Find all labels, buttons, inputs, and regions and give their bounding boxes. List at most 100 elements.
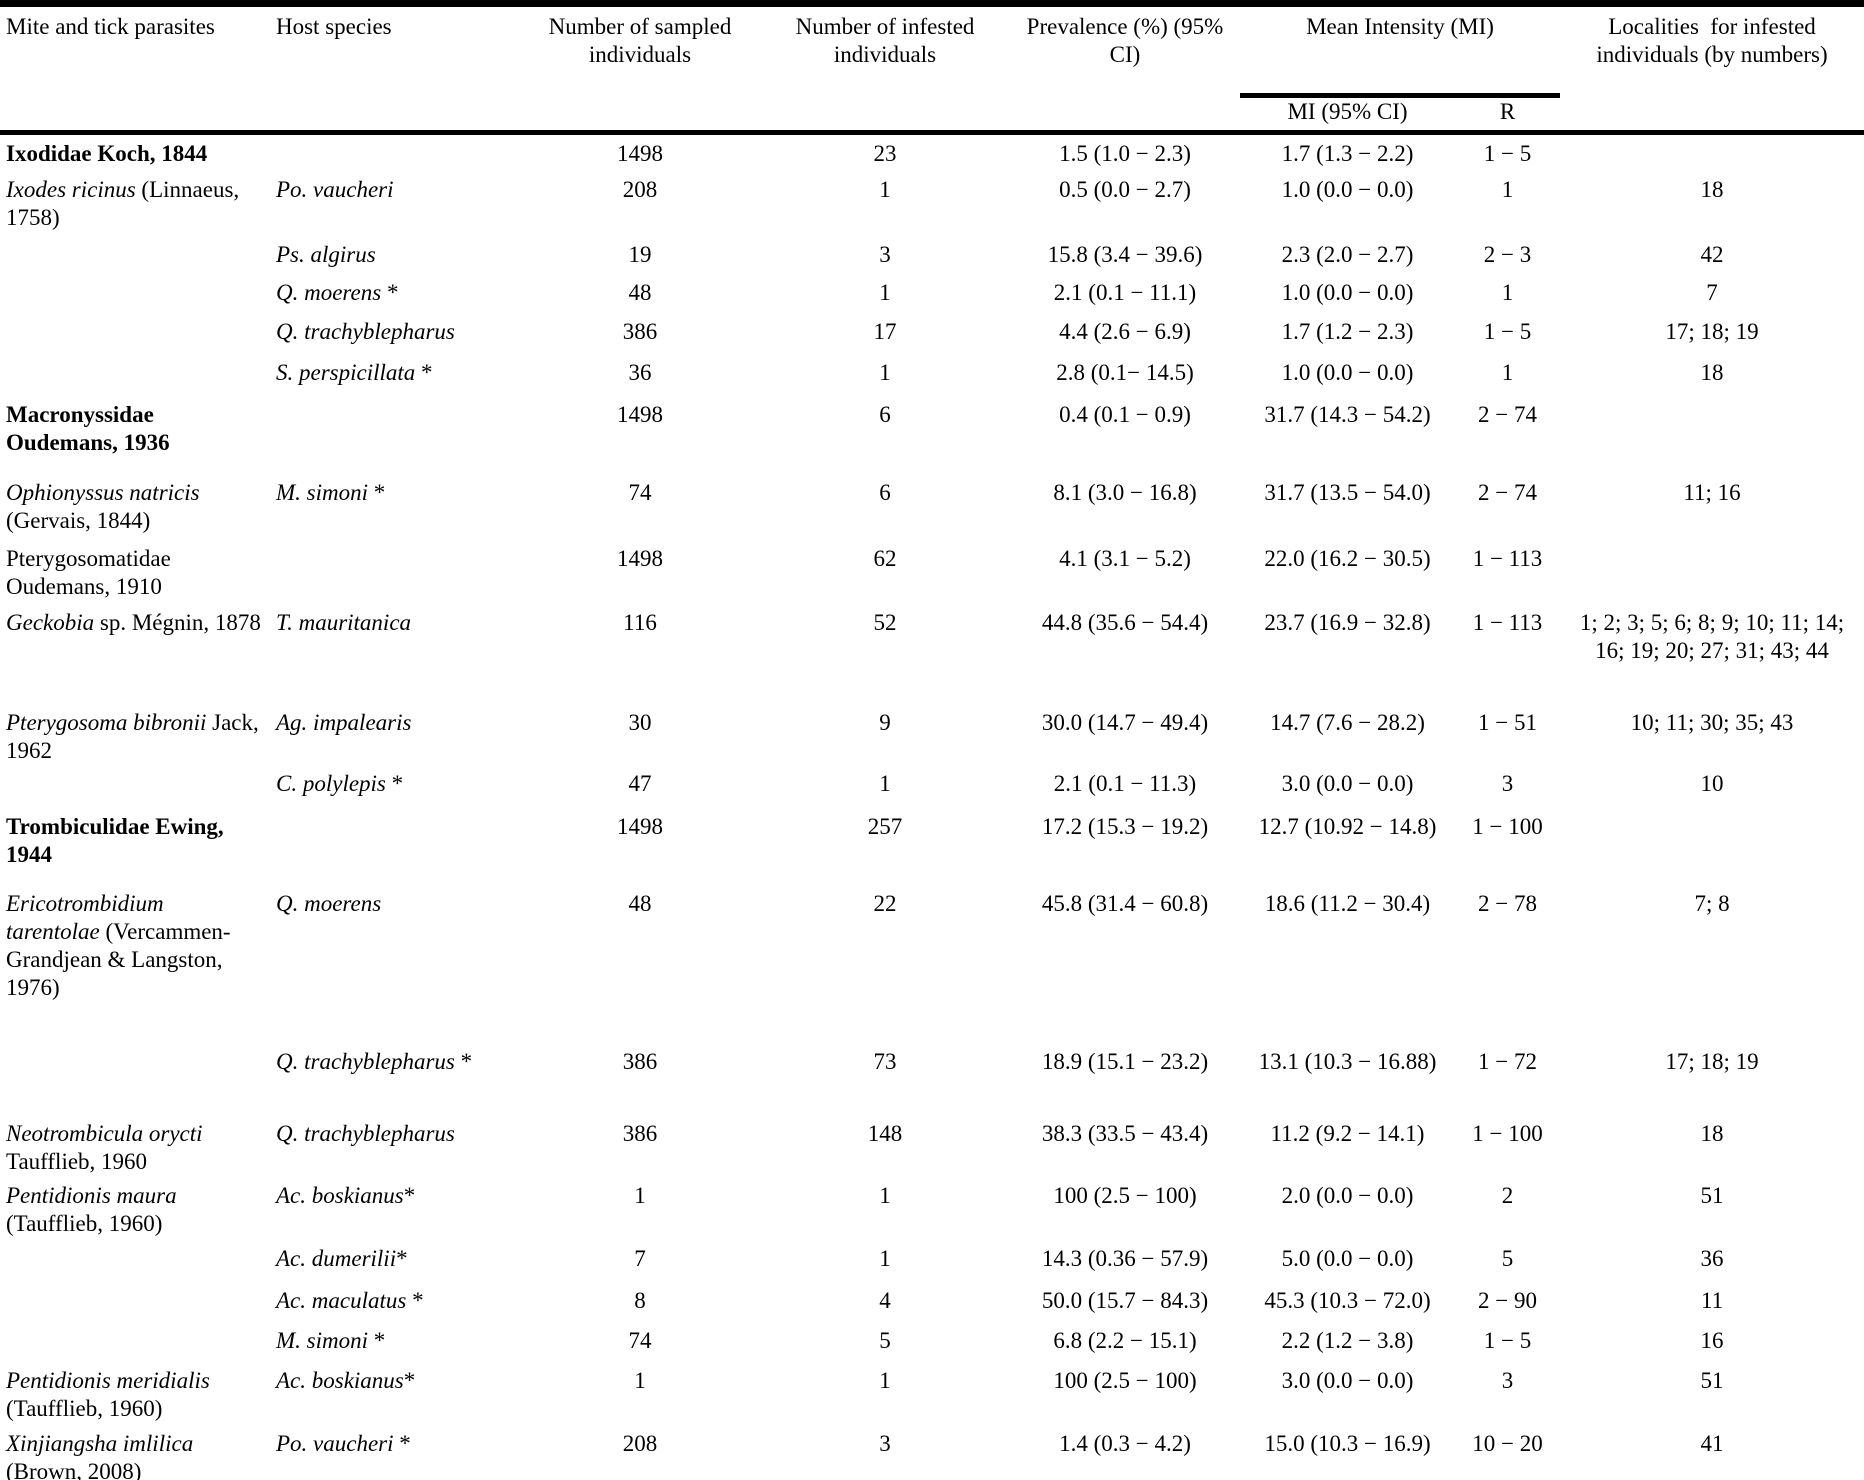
parasite-cell: Trombiculidae Ewing, 1944 [6, 813, 224, 867]
mi-cell: 11.2 (9.2 − 14.1) [1270, 1120, 1425, 1146]
host-cell [272, 808, 520, 885]
range-cell: 2 − 3 [1483, 241, 1532, 267]
prevalence-cell: 2.8 (0.1− 14.5) [1056, 359, 1194, 385]
table-row: Ixodes ricinus (Linnaeus, 1758) Po. vauch… [0, 171, 1864, 236]
infested-cell: 17 [873, 318, 897, 344]
mi-cell: 13.1 (10.3 − 16.88) [1258, 1048, 1437, 1074]
table-row: C. polylepis * 47 1 2.1 (0.1 − 11.3) 3.0 (0.… [0, 765, 1864, 808]
localities-cell: 10; 11; 30; 35; 43 [1630, 709, 1794, 735]
host-cell: Po. vaucheri [276, 176, 394, 202]
parasite-cell: Ophionyssus natricis (Gervais, 1844) [6, 479, 200, 533]
range-cell: 1 [1501, 176, 1514, 202]
infested-cell: 6 [879, 401, 891, 427]
localities-cell: 7; 8 [1694, 890, 1730, 916]
host-cell [272, 540, 520, 604]
subheader-row: MI (95% CI) R [0, 95, 1864, 135]
sampled-cell: 208 [622, 176, 658, 202]
table-row: Neotrombicula orycti Taufflieb, 1960 Q. t… [0, 1115, 1864, 1177]
range-cell: 2 − 74 [1478, 401, 1537, 427]
sampled-cell: 47 [628, 770, 652, 796]
infested-cell: 1 [879, 279, 891, 305]
sampled-cell: 1 [634, 1367, 646, 1393]
sampled-cell: 1498 [617, 141, 663, 166]
mi-cell: 2.0 (0.0 − 0.0) [1281, 1182, 1414, 1208]
range-cell: 3 [1501, 770, 1514, 796]
localities-cell: 36 [1700, 1245, 1724, 1271]
subheader-mi-ci: MI (95% CI) [1240, 95, 1455, 135]
infested-cell: 6 [879, 479, 891, 505]
localities-cell: 10 [1700, 770, 1724, 796]
prevalence-cell: 44.8 (35.6 − 54.4) [1041, 609, 1209, 635]
localities-cell: 18 [1700, 359, 1724, 385]
localities-cell [1560, 396, 1864, 474]
mi-cell: 1.0 (0.0 − 0.0) [1281, 279, 1414, 305]
host-cell: Q. trachyblepharus [276, 318, 455, 344]
mi-cell: 12.7 (10.92 − 14.8) [1258, 813, 1437, 839]
prevalence-cell: 50.0 (15.7 − 84.3) [1041, 1287, 1209, 1313]
sampled-cell: 74 [628, 479, 652, 505]
range-cell: 10 − 20 [1472, 1430, 1543, 1456]
range-cell: 1 − 100 [1472, 1120, 1543, 1146]
range-cell: 1 − 113 [1472, 609, 1543, 635]
sampled-cell: 1 [634, 1182, 646, 1208]
parasite-cell [0, 354, 272, 396]
prevalence-cell: 45.8 (31.4 − 60.8) [1041, 890, 1209, 916]
range-cell: 2 [1501, 1182, 1514, 1208]
parasite-cell: Xinjiangsha imlilica (Brown, 2008) [6, 1430, 194, 1480]
mi-cell: 1.7 (1.3 − 2.2) [1281, 141, 1414, 166]
sampled-cell: 1498 [617, 401, 663, 427]
parasite-cell: Geckobia sp. Mégnin, 1878 [6, 609, 261, 635]
mi-cell: 3.0 (0.0 − 0.0) [1281, 770, 1414, 796]
mi-cell: 2.3 (2.0 − 2.7) [1281, 241, 1414, 267]
header-host-species: Host species [272, 3, 520, 135]
localities-cell: 51 [1700, 1367, 1724, 1393]
prevalence-cell: 6.8 (2.2 − 15.1) [1053, 1327, 1197, 1353]
table-row: Pentidionis meridialis (Taufflieb, 1960)… [0, 1362, 1864, 1425]
sampled-cell: 8 [634, 1287, 646, 1313]
infested-cell: 1 [879, 1245, 891, 1271]
table-header: Mite and tick parasites Host species Num… [0, 3, 1864, 135]
mi-cell: 15.0 (10.3 − 16.9) [1264, 1430, 1431, 1456]
range-cell: 5 [1501, 1245, 1514, 1271]
table-row: Pentidionis maura (Taufflieb, 1960) Ac. b… [0, 1177, 1864, 1240]
mi-cell: 14.7 (7.6 − 28.2) [1270, 709, 1425, 735]
parasite-cell: Macronyssidae Oudemans, 1936 [6, 401, 170, 455]
range-cell: 1 − 5 [1483, 141, 1532, 166]
localities-cell: 7 [1706, 279, 1718, 305]
range-cell: 1 [1501, 279, 1514, 305]
table-row: Trombiculidae Ewing, 1944 1498 257 17.2 (15… [0, 808, 1864, 885]
infested-cell: 5 [879, 1327, 891, 1353]
range-cell: 1 − 113 [1472, 545, 1543, 571]
localities-cell: 11 [1700, 1287, 1724, 1313]
sampled-cell: 7 [634, 1245, 646, 1271]
host-cell: Q. moerens * [276, 279, 399, 305]
localities-cell [1560, 540, 1864, 604]
header-localities: Localities for infested individuals (by … [1560, 3, 1864, 135]
table-row: Ophionyssus natricis (Gervais, 1844) M. s… [0, 474, 1864, 540]
localities-cell: 41 [1700, 1430, 1724, 1456]
mi-cell: 23.7 (16.9 − 32.8) [1264, 609, 1431, 635]
parasite-cell: Neotrombicula orycti Taufflieb, 1960 [6, 1120, 203, 1174]
prevalence-cell: 38.3 (33.5 − 43.4) [1041, 1120, 1209, 1146]
host-cell: Ac. maculatus * [276, 1287, 424, 1313]
parasite-cell: Pentidionis meridialis (Taufflieb, 1960) [6, 1367, 210, 1421]
table-row: Q. trachyblepharus * 386 73 18.9 (15.1 − 23… [0, 1043, 1864, 1115]
range-cell: 2 − 90 [1478, 1287, 1537, 1313]
prevalence-cell: 2.1 (0.1 − 11.1) [1053, 279, 1197, 305]
range-cell: 1 − 5 [1483, 1327, 1532, 1353]
prevalence-cell: 1.5 (1.0 − 2.3) [1059, 141, 1191, 166]
table-row: Q. moerens * 48 1 2.1 (0.1 − 11.1) 1.0 (0.0 … [0, 274, 1864, 313]
prevalence-cell: 4.4 (2.6 − 6.9) [1059, 318, 1191, 344]
range-cell: 1 [1501, 359, 1514, 385]
host-cell: Ac. dumerilii* [276, 1245, 408, 1271]
sampled-cell: 386 [622, 1120, 658, 1146]
infested-cell: 52 [873, 609, 897, 635]
table-row: Ixodidae Koch, 1844 1498 23 1.5 (1.0 − 2.3)… [0, 133, 1864, 171]
header-prevalence: Prevalence (%) (95% CI) [1010, 3, 1240, 135]
sampled-cell: 48 [628, 890, 652, 916]
prevalence-cell: 100 (2.5 − 100) [1053, 1182, 1197, 1208]
prevalence-cell: 2.1 (0.1 − 11.3) [1053, 770, 1197, 796]
prevalence-cell: 8.1 (3.0 − 16.8) [1053, 479, 1197, 505]
